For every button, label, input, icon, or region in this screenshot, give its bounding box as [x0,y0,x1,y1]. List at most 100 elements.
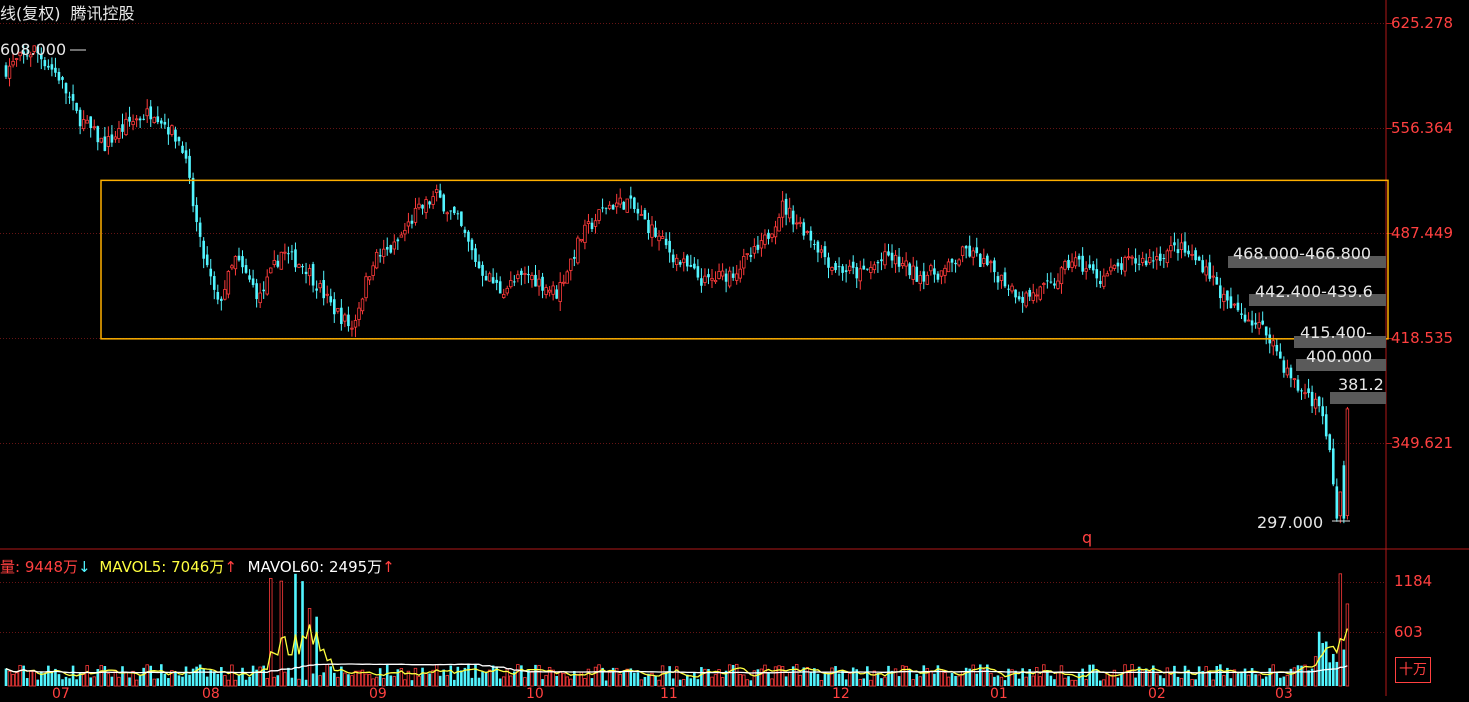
volume-bar [883,676,887,687]
volume-bar [717,669,721,687]
candle-body [1130,256,1134,259]
volume-bar [759,668,764,687]
volume-bar [943,672,947,687]
candle-body [279,251,284,270]
candle-body [968,245,971,257]
volume-bar [1109,674,1113,687]
volume-bar [1024,676,1028,687]
volume-bar [915,674,919,686]
candle-body [513,281,516,283]
volume-bar [318,675,322,687]
candle-body [893,254,898,265]
candle-body [177,137,181,142]
volume-bar [668,666,671,686]
candle-body [954,262,957,265]
level-label: 442.400-439.6 [1255,282,1373,301]
mavol5-arrow: ↑ [224,558,237,576]
volume-bar [611,667,615,686]
month-label: 11 [660,686,678,702]
volume-bar [1328,662,1332,686]
volume-bar [513,671,516,686]
volume-bar [862,678,866,686]
volume-bar [460,670,463,686]
volume-bar [872,670,877,687]
candle-body [541,276,544,291]
candle-body [399,234,404,238]
volume-bar [593,666,598,687]
candle-body [174,129,177,142]
candle-body [685,255,689,267]
candle-body [360,298,365,312]
volume-bar [841,669,844,686]
volume-bar [329,666,333,686]
volume-bar [340,666,343,686]
volume-bar [487,669,492,687]
volume-bar [887,665,890,686]
volume-bar [279,580,284,687]
candle-body [1324,414,1328,437]
candle-body [1140,257,1145,263]
volume-bar [325,664,329,687]
candle-body [1112,264,1117,269]
candle-body [918,275,922,285]
volume-bar [773,666,778,687]
volume-bar [516,664,520,687]
candle-body [1173,242,1176,246]
volume-bar [276,675,280,686]
volume-bar [304,679,308,686]
candle-body [230,265,234,269]
volume-bar [541,679,544,686]
candle-body [607,204,612,209]
candle-body [265,276,269,295]
volume-bar [551,669,555,687]
volume-bar [954,675,957,686]
candle-body [322,280,325,299]
volume-bar [61,679,64,686]
candle-body [248,275,251,280]
candle-body [795,222,799,225]
candle-body [167,127,170,135]
volume-bar [1261,678,1264,686]
volume-bar [975,673,979,686]
candle-body [47,65,50,68]
candle-body [128,116,131,122]
candle-body [134,118,139,121]
volume-bar [297,678,301,687]
level-bar [1296,359,1386,371]
candle-body [353,320,358,328]
volume-bar [272,676,276,687]
candle-body [1338,491,1343,517]
candle-body [668,240,671,253]
volume-unit-box[interactable]: 十万 [1395,657,1431,683]
candle-body [1219,285,1222,299]
volume-bar [353,670,358,687]
volume-bar [982,669,986,687]
candle-body [604,207,608,209]
month-label: 01 [990,686,1008,702]
candle-body [350,327,354,330]
volume-bar [1137,666,1141,686]
volume-bar [258,666,262,687]
level-label: 415.400- [1300,323,1372,342]
mavol60-line [5,663,1348,674]
candle-body [1313,398,1318,409]
volume-bar [1303,664,1307,687]
candle-body [410,220,414,224]
level-label: 468.000-466.800 [1233,244,1372,263]
candle-body [1059,267,1064,285]
candle-body [81,119,86,130]
candle-body [1053,283,1056,286]
volume-bar [837,673,841,686]
volume-bar [968,668,971,686]
candle-body [1215,276,1219,285]
volume-bar [188,674,191,686]
candle-body [759,240,764,249]
volume-bar [226,679,231,687]
candle-body [1134,258,1137,264]
volume-bar [1031,675,1035,687]
volume-bar [209,670,213,686]
candle-body [152,116,156,123]
volume-bar [322,672,325,686]
